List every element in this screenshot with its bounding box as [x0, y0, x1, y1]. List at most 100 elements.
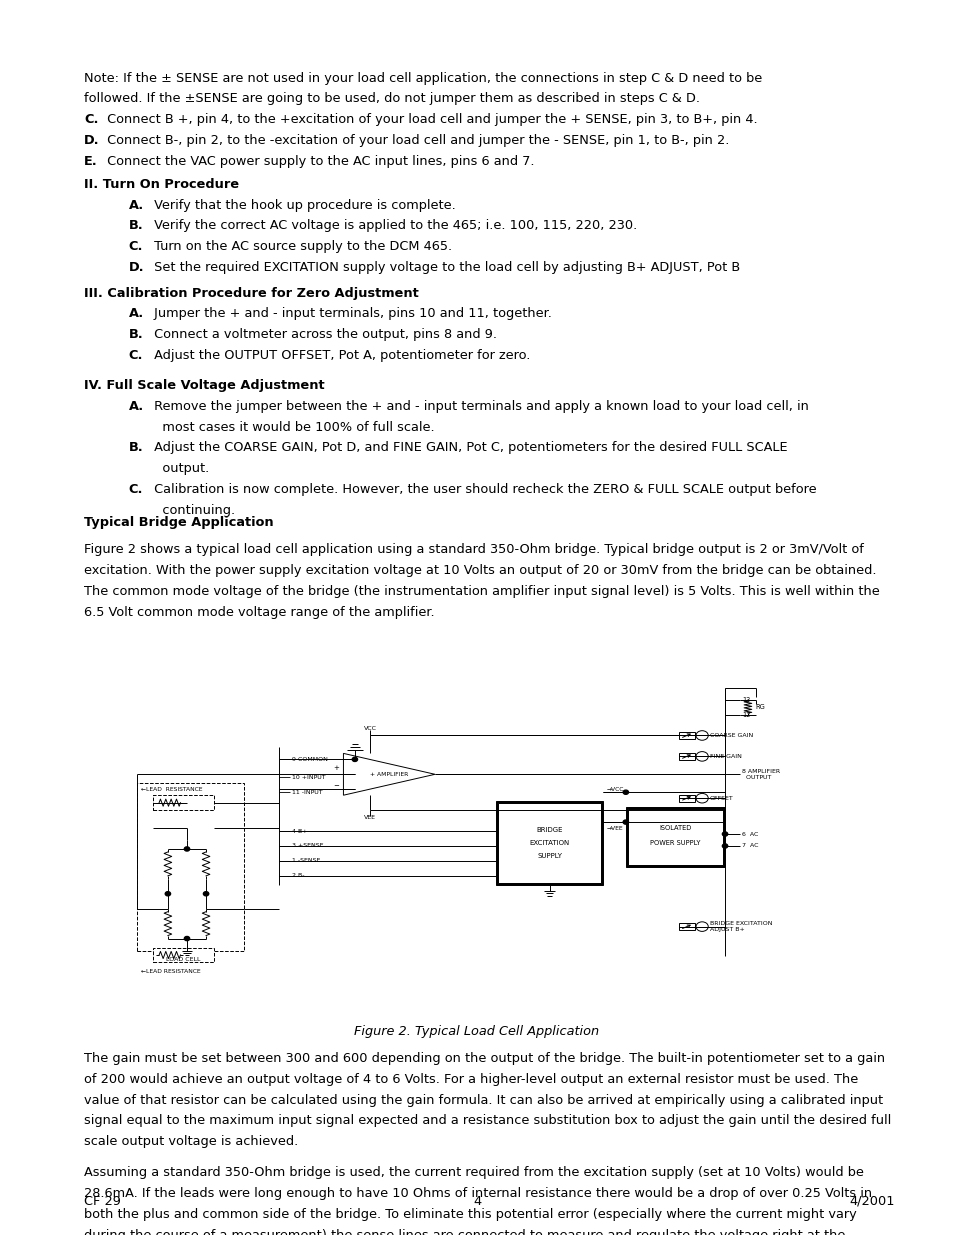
Text: most cases it would be 100% of full scale.: most cases it would be 100% of full scal… [150, 421, 434, 433]
Text: RG: RG [755, 704, 764, 710]
Circle shape [184, 847, 190, 851]
Text: 12: 12 [741, 711, 749, 718]
Text: 4/2001: 4/2001 [848, 1194, 894, 1208]
Text: 13: 13 [741, 697, 749, 703]
Bar [679, 732, 694, 739]
Text: B.: B. [129, 441, 143, 454]
Text: Typical Bridge Application: Typical Bridge Application [84, 516, 274, 530]
Bar [137, 783, 244, 951]
Bar [679, 923, 694, 930]
Text: excitation. With the power supply excitation voltage at 10 Volts an output of 20: excitation. With the power supply excita… [84, 564, 876, 577]
Bar [152, 795, 213, 810]
Bar [497, 803, 600, 883]
Text: scale output voltage is achieved.: scale output voltage is achieved. [84, 1135, 298, 1149]
Text: followed. If the ±SENSE are going to be used, do not jumper them as described in: followed. If the ±SENSE are going to be … [84, 93, 700, 105]
Text: Remove the jumper between the + and - input terminals and apply a known load to : Remove the jumper between the + and - in… [150, 400, 808, 412]
Text: +: + [334, 766, 339, 772]
Bar [679, 753, 694, 760]
Text: 8 AMPLIFIER
  OUTPUT: 8 AMPLIFIER OUTPUT [741, 769, 780, 779]
Text: C.: C. [84, 114, 98, 126]
Circle shape [622, 820, 628, 824]
Text: VEE: VEE [364, 815, 375, 820]
Text: 11 -INPUT: 11 -INPUT [292, 789, 323, 794]
Text: output.: output. [150, 462, 209, 475]
Text: Adjust the OUTPUT OFFSET, Pot A, potentiometer for zero.: Adjust the OUTPUT OFFSET, Pot A, potenti… [150, 348, 530, 362]
Circle shape [622, 790, 628, 794]
Text: 9 COMMON: 9 COMMON [292, 757, 328, 762]
Text: 1 -SENSE: 1 -SENSE [292, 858, 320, 863]
Text: Connect B-, pin 2, to the -excitation of your load cell and jumper the - SENSE, : Connect B-, pin 2, to the -excitation of… [103, 133, 729, 147]
Text: EXCITATION: EXCITATION [529, 840, 569, 846]
Text: C.: C. [129, 348, 143, 362]
Text: during the course of a measurement) the sense lines are connected to measure and: during the course of a measurement) the … [84, 1229, 844, 1235]
Circle shape [352, 757, 357, 762]
Text: 2 B-: 2 B- [292, 873, 305, 878]
Circle shape [721, 832, 727, 836]
Text: D.: D. [129, 261, 144, 274]
Text: A.: A. [129, 400, 144, 412]
Text: →VEE: →VEE [606, 825, 622, 831]
Text: both the plus and common side of the bridge. To eliminate this potential error (: both the plus and common side of the bri… [84, 1208, 856, 1221]
Text: Connect the VAC power supply to the AC input lines, pins 6 and 7.: Connect the VAC power supply to the AC i… [103, 154, 534, 168]
Text: →VCC: →VCC [606, 787, 623, 792]
Text: Note: If the ± SENSE are not used in your load cell application, the connections: Note: If the ± SENSE are not used in you… [84, 72, 761, 85]
Text: A.: A. [129, 199, 144, 211]
Bar [496, 802, 602, 884]
Text: 10 +INPUT: 10 +INPUT [292, 774, 326, 779]
Text: Set the required EXCITATION supply voltage to the load cell by adjusting B+ ADJU: Set the required EXCITATION supply volta… [150, 261, 740, 274]
Text: Verify that the hook up procedure is complete.: Verify that the hook up procedure is com… [150, 199, 455, 211]
Text: Verify the correct AC voltage is applied to the 465; i.e. 100, 115, 220, 230.: Verify the correct AC voltage is applied… [150, 220, 637, 232]
Text: Connect B +, pin 4, to the +excitation of your load cell and jumper the + SENSE,: Connect B +, pin 4, to the +excitation o… [103, 114, 757, 126]
Text: 4 B+: 4 B+ [292, 829, 308, 834]
Text: C.: C. [129, 483, 143, 496]
Text: A.: A. [129, 308, 144, 320]
Text: 6  AC: 6 AC [741, 831, 758, 836]
Text: C.: C. [129, 240, 143, 253]
Text: III. Calibration Procedure for Zero Adjustment: III. Calibration Procedure for Zero Adju… [84, 287, 418, 300]
Text: BRIDGE: BRIDGE [536, 827, 562, 834]
Text: OFFSET: OFFSET [709, 795, 733, 800]
Text: LOAD CELL: LOAD CELL [166, 957, 200, 962]
Text: IV. Full Scale Voltage Adjustment: IV. Full Scale Voltage Adjustment [84, 379, 324, 393]
Text: continuing.: continuing. [150, 504, 234, 516]
Circle shape [203, 892, 209, 895]
Text: Adjust the COARSE GAIN, Pot D, and FINE GAIN, Pot C, potentiometers for the desi: Adjust the COARSE GAIN, Pot D, and FINE … [150, 441, 786, 454]
Bar [152, 947, 213, 962]
Text: COARSE GAIN: COARSE GAIN [709, 734, 752, 739]
Text: Turn on the AC source supply to the DCM 465.: Turn on the AC source supply to the DCM … [150, 240, 452, 253]
Text: 6.5 Volt common mode voltage range of the amplifier.: 6.5 Volt common mode voltage range of th… [84, 605, 435, 619]
Text: E.: E. [84, 154, 97, 168]
Text: Connect a voltmeter across the output, pins 8 and 9.: Connect a voltmeter across the output, p… [150, 329, 497, 341]
Text: ISOLATED: ISOLATED [659, 825, 691, 831]
Text: The common mode voltage of the bridge (the instrumentation amplifier input signa: The common mode voltage of the bridge (t… [84, 585, 879, 598]
Text: 3 +SENSE: 3 +SENSE [292, 844, 323, 848]
Text: value of that resistor can be calculated using the gain formula. It can also be : value of that resistor can be calculated… [84, 1094, 882, 1107]
Text: 7  AC: 7 AC [741, 844, 758, 848]
Bar [679, 794, 694, 802]
Text: Figure 2. Typical Load Cell Application: Figure 2. Typical Load Cell Application [355, 1025, 598, 1039]
Text: B.: B. [129, 220, 143, 232]
Text: POWER SUPPLY: POWER SUPPLY [650, 840, 700, 846]
Text: Calibration is now complete. However, the user should recheck the ZERO & FULL SC: Calibration is now complete. However, th… [150, 483, 816, 496]
Text: FINE GAIN: FINE GAIN [709, 753, 740, 758]
Text: The gain must be set between 300 and 600 depending on the output of the bridge. : The gain must be set between 300 and 600… [84, 1052, 884, 1066]
Text: + AMPLIFIER: + AMPLIFIER [370, 772, 408, 777]
Text: CF 29: CF 29 [84, 1194, 121, 1208]
Text: 28.6mA. If the leads were long enough to have 10 Ohms of internal resistance the: 28.6mA. If the leads were long enough to… [84, 1187, 871, 1200]
Text: D.: D. [84, 133, 99, 147]
Text: BRIDGE EXCITATION
ADJUST B+: BRIDGE EXCITATION ADJUST B+ [709, 921, 772, 932]
Text: signal equal to the maximum input signal expected and a resistance substitution : signal equal to the maximum input signal… [84, 1114, 890, 1128]
Bar [625, 808, 724, 867]
Circle shape [184, 936, 190, 941]
Text: ←LEAD RESISTANCE: ←LEAD RESISTANCE [141, 969, 200, 974]
Bar [627, 809, 722, 864]
Text: Assuming a standard 350-Ohm bridge is used, the current required from the excita: Assuming a standard 350-Ohm bridge is us… [84, 1166, 862, 1179]
Text: VCC: VCC [363, 726, 376, 731]
Text: 4: 4 [473, 1194, 480, 1208]
Text: −: − [334, 783, 339, 789]
Circle shape [165, 892, 171, 895]
Text: of 200 would achieve an output voltage of 4 to 6 Volts. For a higher-level outpu: of 200 would achieve an output voltage o… [84, 1073, 858, 1086]
Text: B.: B. [129, 329, 143, 341]
Text: Figure 2 shows a typical load cell application using a standard 350-Ohm bridge. : Figure 2 shows a typical load cell appli… [84, 543, 862, 557]
Text: SUPPLY: SUPPLY [537, 852, 561, 858]
